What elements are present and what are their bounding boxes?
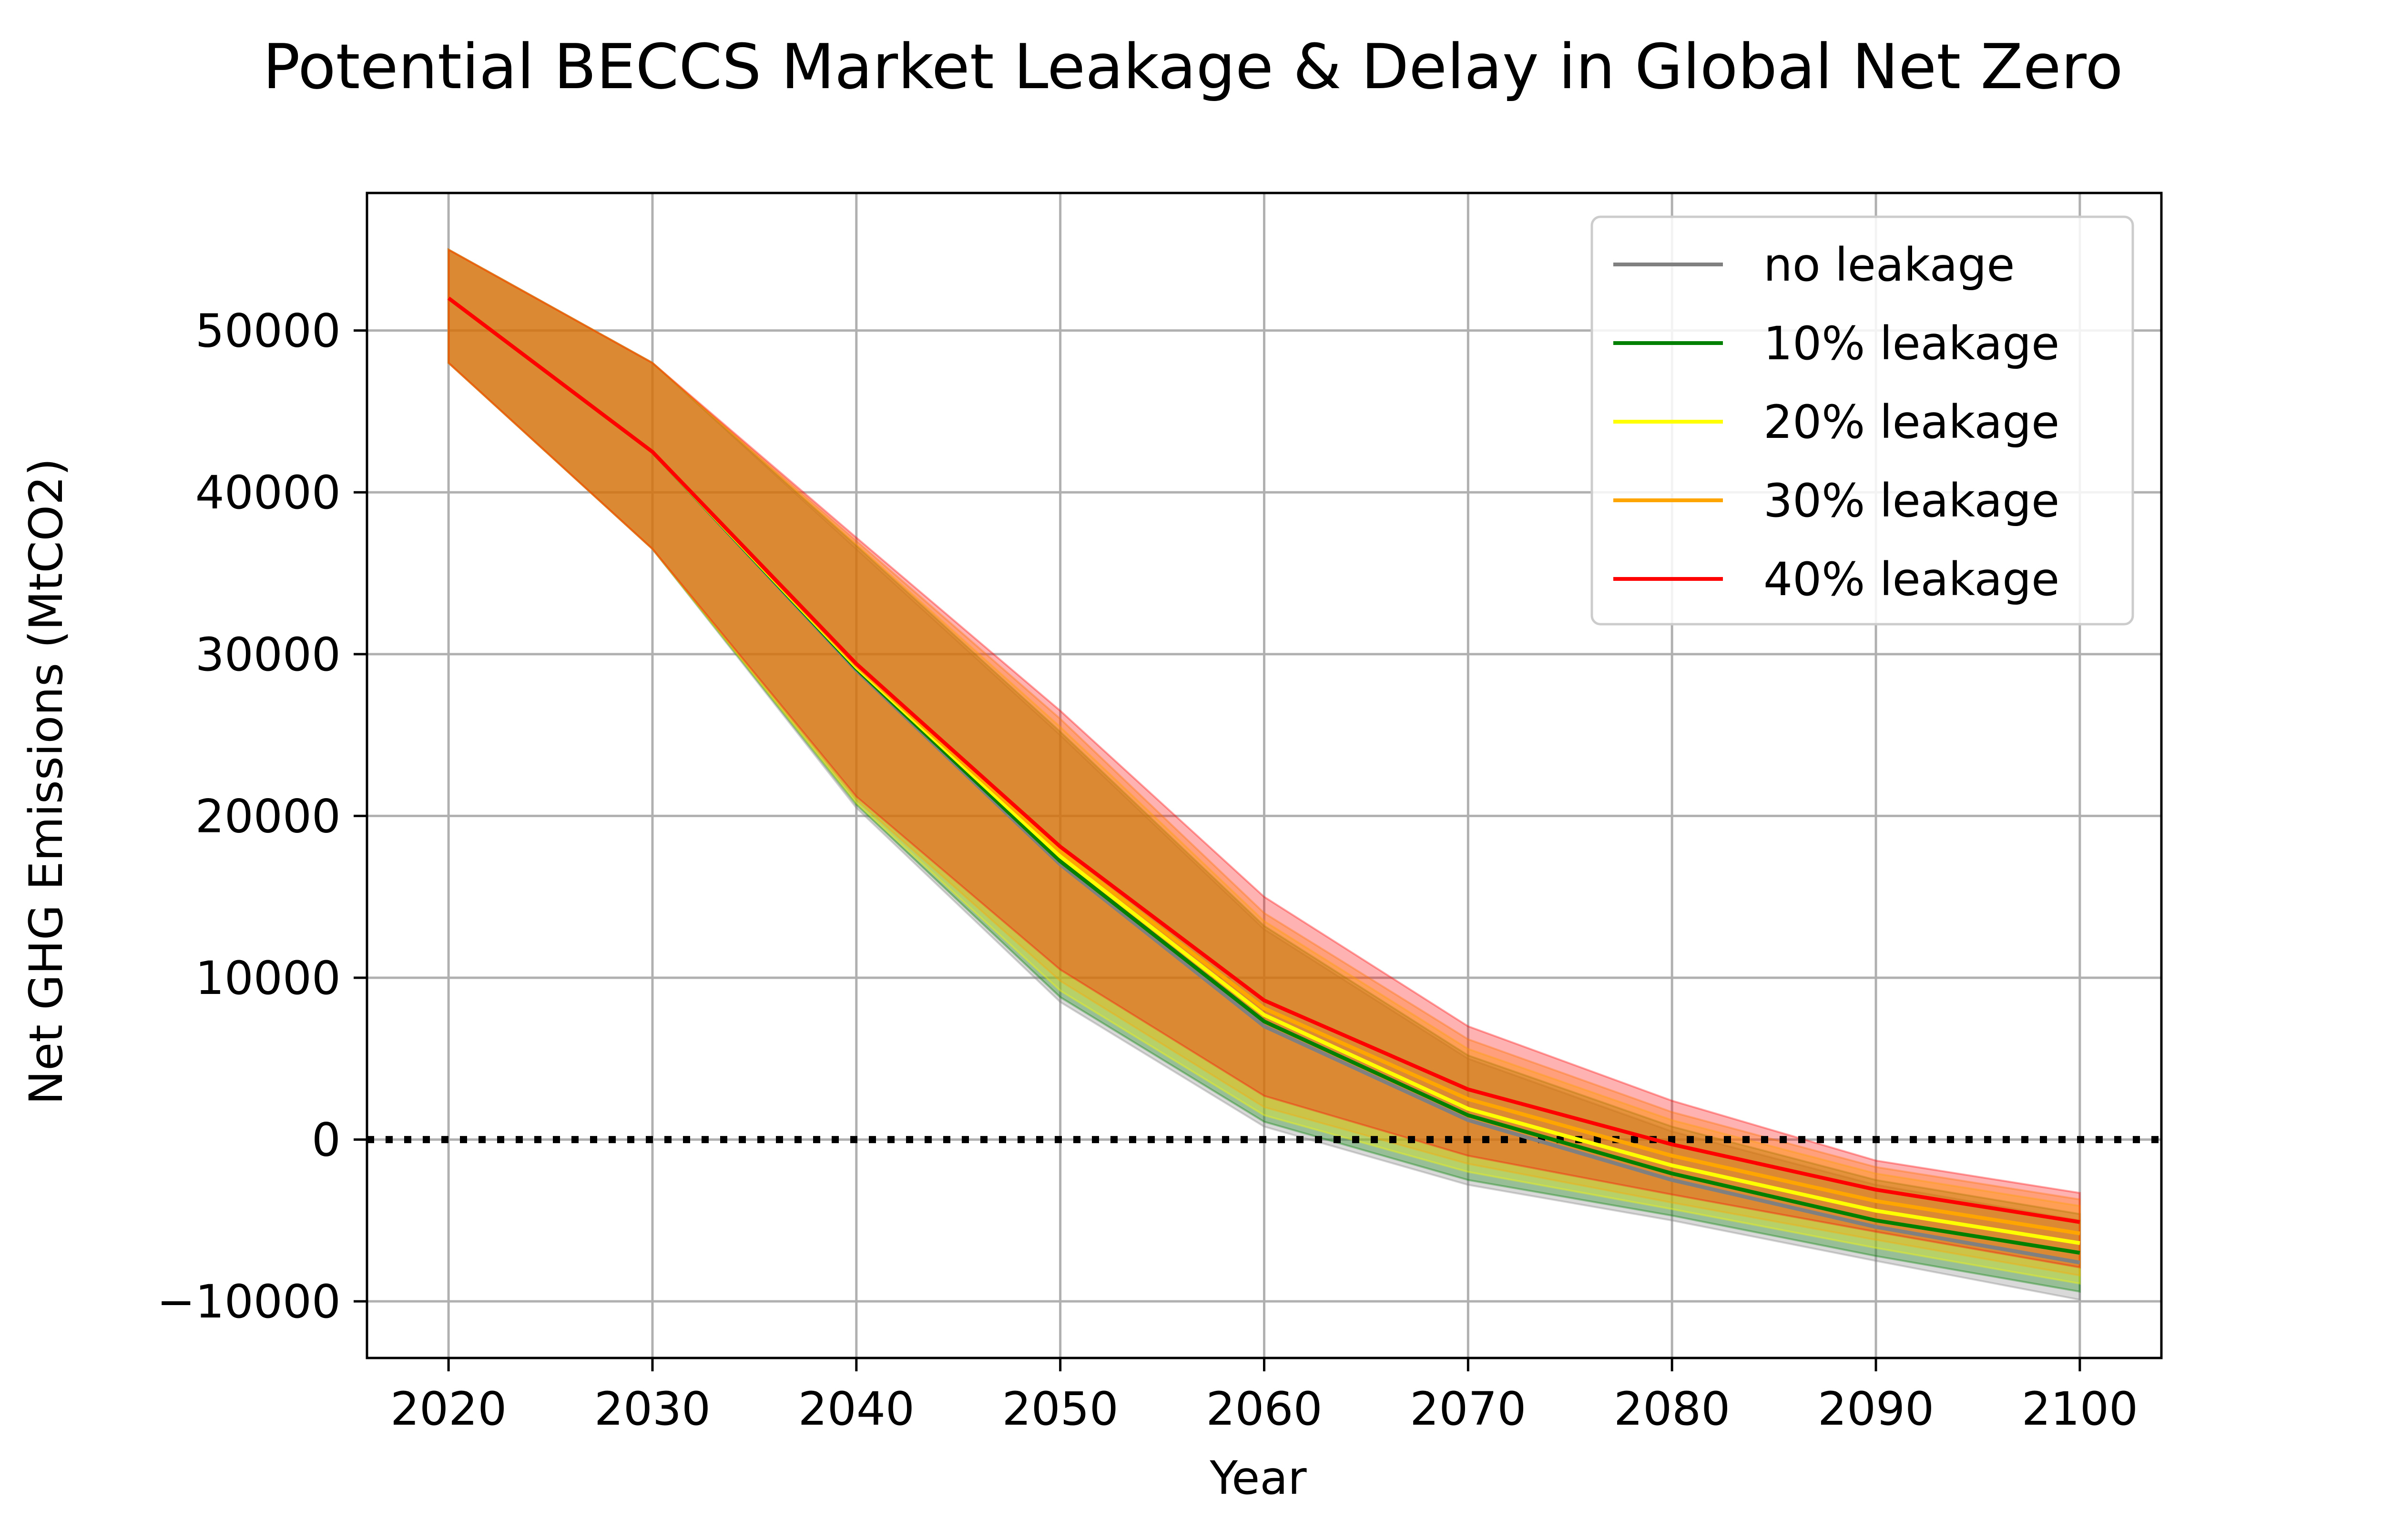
x-tick-label: 2040	[798, 1382, 915, 1436]
y-tick-label: 10000	[195, 952, 341, 1005]
x-tick-label: 2060	[1206, 1382, 1322, 1436]
legend-label: 30% leakage	[1763, 474, 2059, 527]
x-tick-label: 2070	[1410, 1382, 1526, 1436]
chart-title: Potential BECCS Market Leakage & Delay i…	[263, 30, 2123, 103]
y-tick-label: 40000	[195, 466, 341, 519]
y-tick-label: 30000	[195, 628, 341, 681]
legend-label: no leakage	[1763, 238, 2015, 292]
legend-label: 10% leakage	[1763, 317, 2059, 370]
x-tick-label: 2080	[1614, 1382, 1730, 1436]
y-axis-label: Net GHG Emissions (MtCO2)	[20, 458, 73, 1104]
y-tick-label: 20000	[195, 790, 341, 843]
y-tick-label: 50000	[195, 304, 341, 358]
x-tick-label: 2100	[2022, 1382, 2138, 1436]
x-tick-label: 2030	[594, 1382, 711, 1436]
x-tick-label: 2050	[1002, 1382, 1119, 1436]
legend: no leakage 10% leakage 20% leakage 30% leak…	[1592, 217, 2133, 624]
x-axis: 2020 2030 2040 2050 2060 2070 2080 2090 2100	[390, 1358, 2138, 1436]
x-tick-label: 2020	[390, 1382, 507, 1436]
y-tick-label: −10000	[157, 1275, 341, 1328]
legend-label: 40% leakage	[1763, 553, 2059, 606]
x-tick-label: 2090	[1818, 1382, 1934, 1436]
y-tick-label: 0	[312, 1114, 341, 1167]
legend-label: 20% leakage	[1763, 395, 2059, 449]
x-axis-label: Year	[1209, 1451, 1307, 1505]
